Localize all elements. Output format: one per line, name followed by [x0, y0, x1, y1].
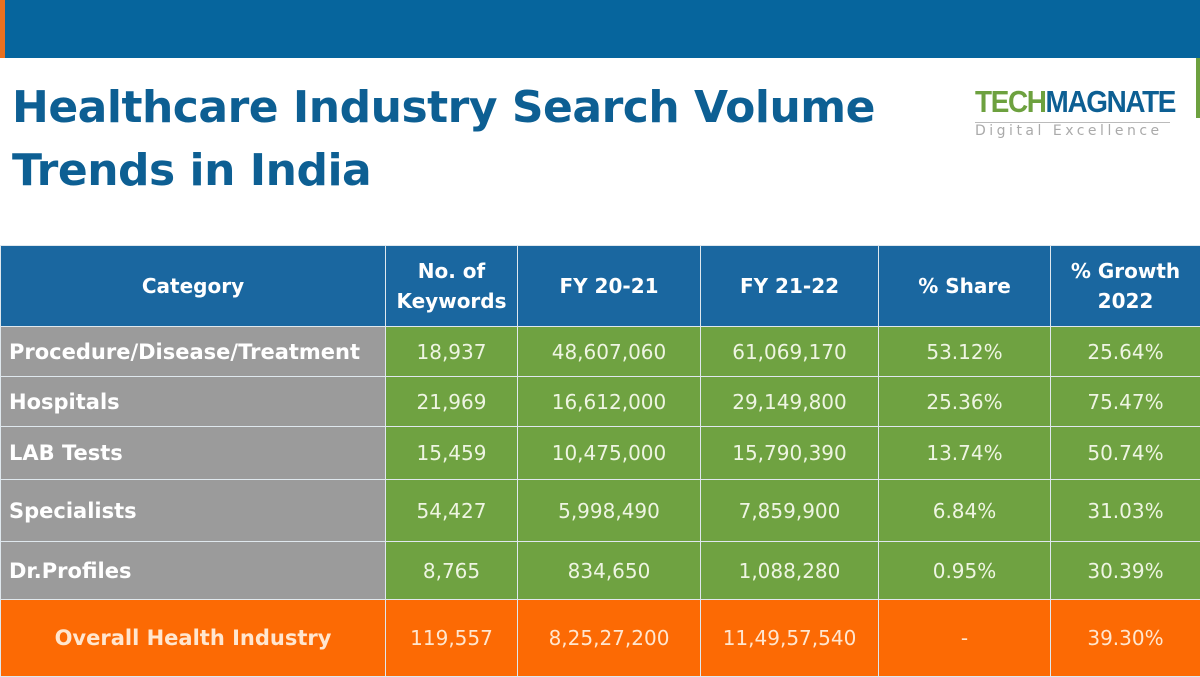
cell-keywords: 8,765 — [386, 542, 518, 600]
total-cell-keywords: 119,557 — [386, 600, 518, 677]
total-cell-fy21-22: 11,49,57,540 — [701, 600, 879, 677]
column-header-keywords: No. of Keywords — [386, 246, 518, 327]
cell-share: 53.12% — [879, 327, 1051, 377]
cell-keywords: 18,937 — [386, 327, 518, 377]
title-line-2: Trends in India — [12, 145, 371, 196]
column-header-category: Category — [1, 246, 386, 327]
cell-growth: 50.74% — [1051, 427, 1200, 480]
total-cell-growth: 39.30% — [1051, 600, 1200, 677]
total-cell-fy20-21: 8,25,27,200 — [518, 600, 701, 677]
cell-fy21-22: 61,069,170 — [701, 327, 879, 377]
techmagnate-logo: TECHMAGNATE Digital Excellence — [975, 84, 1185, 139]
cell-growth: 30.39% — [1051, 542, 1200, 600]
logo-tagline: Digital Excellence — [975, 123, 1185, 139]
total-cell-category: Overall Health Industry — [1, 600, 386, 677]
cell-fy20-21: 834,650 — [518, 542, 701, 600]
page-title: Healthcare Industry Search Volume Trends … — [12, 76, 875, 202]
cell-category: Specialists — [1, 480, 386, 542]
cell-fy20-21: 48,607,060 — [518, 327, 701, 377]
cell-share: 6.84% — [879, 480, 1051, 542]
header-bar — [0, 0, 1200, 58]
cell-share: 13.74% — [879, 427, 1051, 480]
cell-fy21-22: 1,088,280 — [701, 542, 879, 600]
cell-keywords: 54,427 — [386, 480, 518, 542]
cell-category: Dr.Profiles — [1, 542, 386, 600]
logo-tech: TECH — [975, 84, 1046, 119]
column-header-growth: % Growth 2022 — [1051, 246, 1200, 327]
cell-growth: 75.47% — [1051, 377, 1200, 427]
cell-category: LAB Tests — [1, 427, 386, 480]
logo-magnate: MAGNATE — [1046, 84, 1176, 119]
total-cell-share: - — [879, 600, 1051, 677]
column-header-fy21-22: FY 21-22 — [701, 246, 879, 327]
cell-fy20-21: 5,998,490 — [518, 480, 701, 542]
cell-share: 0.95% — [879, 542, 1051, 600]
cell-growth: 25.64% — [1051, 327, 1200, 377]
cell-fy21-22: 7,859,900 — [701, 480, 879, 542]
column-header-share: % Share — [879, 246, 1051, 327]
cell-fy21-22: 29,149,800 — [701, 377, 879, 427]
cell-growth: 31.03% — [1051, 480, 1200, 542]
accent-edge — [1196, 58, 1200, 118]
cell-share: 25.36% — [879, 377, 1051, 427]
cell-fy20-21: 10,475,000 — [518, 427, 701, 480]
cell-category: Hospitals — [1, 377, 386, 427]
column-header-fy20-21: FY 20-21 — [518, 246, 701, 327]
title-line-1: Healthcare Industry Search Volume — [12, 82, 875, 133]
cell-fy20-21: 16,612,000 — [518, 377, 701, 427]
cell-category: Procedure/Disease/Treatment — [1, 327, 386, 377]
cell-keywords: 21,969 — [386, 377, 518, 427]
cell-keywords: 15,459 — [386, 427, 518, 480]
cell-fy21-22: 15,790,390 — [701, 427, 879, 480]
